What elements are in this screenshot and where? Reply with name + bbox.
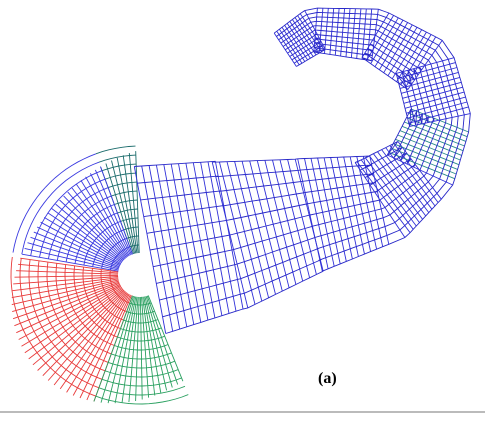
figure-label: (a) [318, 370, 337, 387]
mesh-figure: (a) [0, 0, 485, 423]
page: {"figure": {"label": "(a)"}} (a) (() => … [0, 0, 485, 423]
background [0, 0, 485, 423]
